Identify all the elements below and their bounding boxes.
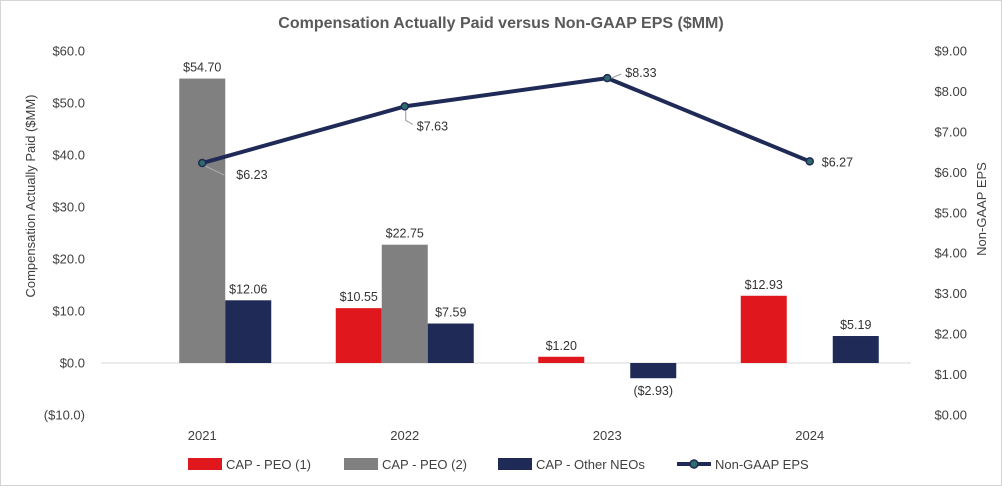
y-left-tick-label: $0.0 xyxy=(60,356,85,371)
bar xyxy=(538,356,585,363)
legend-label: Non-GAAP EPS xyxy=(715,457,809,472)
eps-leader-line xyxy=(405,110,414,125)
y-left-tick-label: $50.0 xyxy=(52,96,85,111)
x-tick-label: 2022 xyxy=(390,428,419,443)
x-ticks: 2021 2022 2023 2024 xyxy=(188,428,824,443)
bar-data-label: $12.06 xyxy=(229,282,267,296)
y-left-tick-label: ($10.0) xyxy=(44,408,85,423)
bar xyxy=(179,78,226,363)
y-left-ticks: $60.0 $50.0 $40.0 $30.0 $20.0 $10.0 $0.0 ($10.0… xyxy=(44,44,85,423)
eps-data-label: $6.27 xyxy=(822,155,853,169)
eps-leader-line xyxy=(204,165,225,176)
bar-data-label: $12.93 xyxy=(745,278,783,292)
legend-marker xyxy=(689,459,699,469)
eps-series-line xyxy=(201,76,811,165)
x-tick-label: 2021 xyxy=(188,428,217,443)
y-left-tick-label: $30.0 xyxy=(52,200,85,215)
eps-data-label: $6.23 xyxy=(236,168,267,182)
bar xyxy=(335,308,382,363)
bar xyxy=(630,363,677,379)
bar-labels: $10.55 $1.20 $12.93 $54.70 $22.75 $12.06 $7.59… xyxy=(183,61,871,399)
y-right-tick-label: $6.00 xyxy=(934,165,967,180)
x-tick-label: 2023 xyxy=(593,428,622,443)
legend-label: CAP - Other NEOs xyxy=(536,457,645,472)
y-right-tick-label: $1.00 xyxy=(934,367,967,382)
eps-point xyxy=(805,157,814,166)
bar-data-label: $5.19 xyxy=(840,318,871,332)
legend-swatch xyxy=(188,458,222,470)
eps-point xyxy=(603,73,612,83)
y-right-tick-label: $0.00 xyxy=(934,408,967,423)
y-right-tick-label: $7.00 xyxy=(934,124,967,139)
y-left-tick-label: $20.0 xyxy=(52,252,85,267)
eps-leader-line xyxy=(611,73,622,79)
y-left-axis-title: Compensation Actually Paid ($MM) xyxy=(23,94,38,297)
bar-data-label: $22.75 xyxy=(386,227,424,241)
bar xyxy=(740,295,787,363)
bar xyxy=(427,323,474,363)
bar-data-label: $10.55 xyxy=(340,290,378,304)
y-left-tick-label: $40.0 xyxy=(52,148,85,163)
bar xyxy=(381,244,428,363)
eps-data-label: $8.33 xyxy=(625,66,656,80)
bars xyxy=(179,78,879,379)
y-right-ticks: $9.00 $8.00 $7.00 $6.00 $5.00 $4.00 $3.00 $2.00… xyxy=(934,44,967,423)
legend-swatch xyxy=(498,458,532,470)
eps-point xyxy=(400,102,409,111)
bar-data-label: $7.59 xyxy=(435,306,466,320)
legend-label: CAP - PEO (1) xyxy=(226,457,311,472)
bar xyxy=(832,336,879,363)
chart-title: Compensation Actually Paid versus Non-GA… xyxy=(278,15,723,32)
y-right-tick-label: $8.00 xyxy=(934,84,967,99)
y-right-tick-label: $4.00 xyxy=(934,246,967,261)
y-left-tick-label: $60.0 xyxy=(52,44,85,59)
y-right-tick-label: $2.00 xyxy=(934,327,967,342)
x-tick-label: 2024 xyxy=(795,428,824,443)
bar-data-label: $54.70 xyxy=(183,61,221,75)
y-left-tick-label: $10.0 xyxy=(52,304,85,319)
eps-data-label: $7.63 xyxy=(417,119,448,133)
eps-line-group: $6.23 $7.63 $8.33 $6.27 xyxy=(198,66,853,182)
y-right-axis-title: Non-GAAP EPS xyxy=(974,162,989,256)
y-right-tick-label: $5.00 xyxy=(934,205,967,220)
legend-swatch xyxy=(344,458,378,470)
y-right-tick-label: $3.00 xyxy=(934,286,967,301)
bar xyxy=(225,300,272,363)
bar-data-label: $1.20 xyxy=(546,339,577,353)
y-right-tick-label: $9.00 xyxy=(934,44,967,59)
legend: CAP - PEO (1) CAP - PEO (2) CAP - Other NE… xyxy=(188,457,809,472)
legend-label: CAP - PEO (2) xyxy=(382,457,467,472)
eps-point xyxy=(198,158,207,168)
bar-data-label: ($2.93) xyxy=(633,384,673,398)
